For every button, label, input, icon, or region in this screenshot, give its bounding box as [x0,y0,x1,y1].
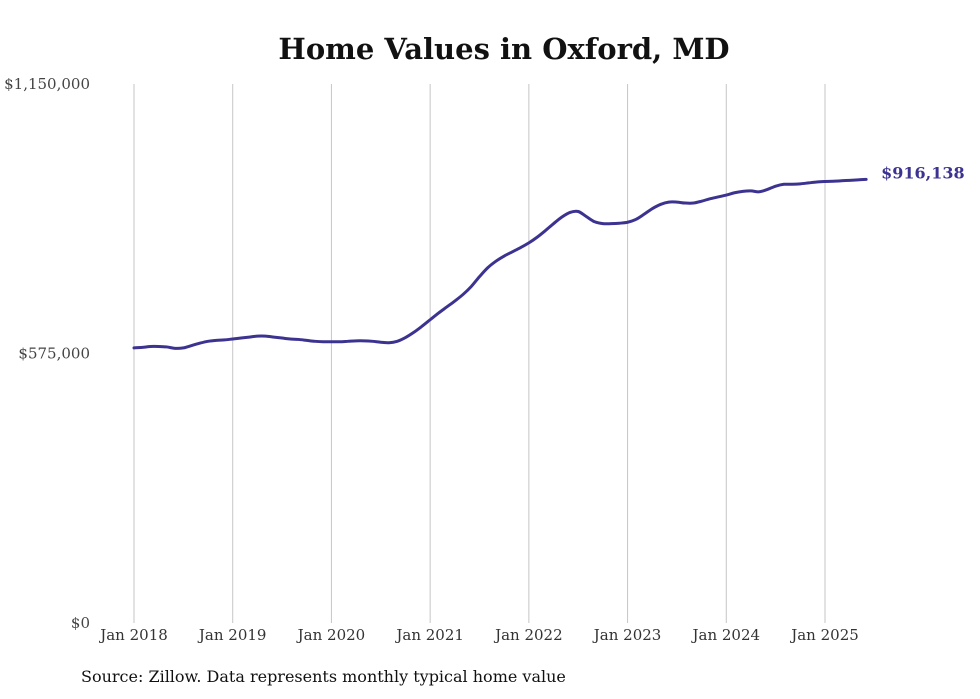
x-axis-ticks: Jan 2018 Jan 2019 Jan 2020 Jan 2021 Jan 2022… [98,626,859,644]
x-tick-label: Jan 2018 [98,626,168,644]
y-axis-ticks: $0 $575,000 $1,150,000 [4,75,90,632]
x-gridlines [133,84,826,623]
x-tick-label: Jan 2025 [789,626,859,644]
x-tick-label: Jan 2019 [197,626,267,644]
y-tick-label: $575,000 [18,345,90,363]
x-tick-label: Jan 2024 [691,626,761,644]
y-tick-label: $0 [71,614,90,632]
chart-title: Home Values in Oxford, MD [278,32,729,66]
source-note: Source: Zillow. Data represents monthly … [81,667,566,686]
series-line [132,177,868,350]
x-tick-label: Jan 2020 [296,626,366,644]
series-layer: $916,138 [132,163,965,350]
x-tick-label: Jan 2023 [592,626,662,644]
x-tick-label: Jan 2021 [394,626,464,644]
end-value-label: $916,138 [881,163,965,182]
x-tick-label: Jan 2022 [493,626,563,644]
y-tick-label: $1,150,000 [4,75,90,93]
